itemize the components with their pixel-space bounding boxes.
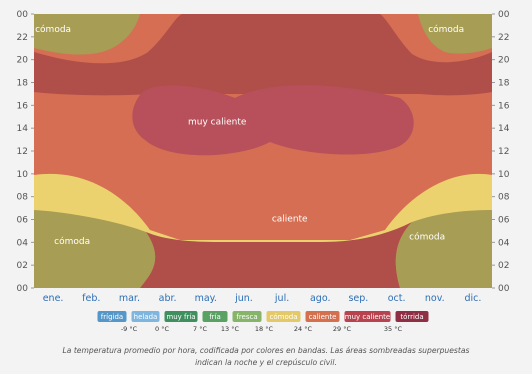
x-tick-label: oct.: [388, 293, 406, 304]
legend-label: helada: [134, 313, 158, 321]
region-night-caliente-bottom: [140, 222, 412, 288]
legend-swatch: [131, 311, 160, 322]
region-label: cómoda: [35, 24, 71, 35]
legend-threshold: 29 °C: [333, 325, 352, 333]
region-muy-caliente: [132, 85, 414, 156]
caption: La temperatura promedio por hora, codifi…: [30, 345, 502, 369]
y-tick-label-left: 00: [17, 284, 29, 294]
x-tick-label: may.: [195, 293, 217, 304]
legend-label: fría: [209, 313, 221, 321]
legend-swatch: [305, 311, 340, 322]
legend-swatch: [202, 311, 228, 322]
x-tick-label: jul.: [274, 293, 289, 304]
legend-threshold: 13 °C: [221, 325, 240, 333]
y-tick-label-right: 08: [498, 193, 510, 203]
region-night-comoda-bottom-left: [34, 210, 156, 288]
plot-area: [34, 14, 492, 288]
y-tick-label-left: 02: [17, 261, 28, 271]
legend-label: tórrida: [400, 313, 423, 321]
y-tick-label-left: 22: [17, 33, 28, 43]
x-tick-label: nov.: [425, 293, 445, 304]
legend-label: fresca: [236, 313, 257, 321]
y-tick-label-right: 04: [498, 238, 510, 248]
x-tick-label: feb.: [82, 293, 100, 304]
legend-label: frígida: [101, 313, 123, 321]
caption-line-1: La temperatura promedio por hora, codifi…: [62, 346, 470, 355]
y-tick-label-right: 12: [498, 147, 509, 157]
legend: frígida helada muy fría fría fresca cómoda cal…: [97, 311, 429, 333]
legend-swatch: [97, 311, 127, 322]
region-night-comoda-bottom-right: [395, 210, 492, 288]
y-axis: 00 00 02 02 04 04 06 06 08 08 10 10 12 12 14 14 16 16 18 18…: [17, 10, 510, 294]
y-tick-label-right: 02: [498, 261, 509, 271]
legend-threshold: 7 °C: [193, 325, 207, 333]
x-tick-label: abr.: [159, 293, 177, 304]
y-tick-label-right: 06: [498, 216, 510, 226]
y-tick-label-right: 22: [498, 33, 509, 43]
legend-swatch: [395, 311, 429, 322]
x-tick-label: jun.: [234, 293, 253, 304]
x-axis: ene. feb. mar. abr. may. jun. jul. ago. sep. oct.…: [43, 293, 482, 304]
y-tick-label-left: 12: [17, 147, 28, 157]
region-labels: cómoda cómoda muy caliente caliente cómoda có…: [35, 24, 464, 247]
x-tick-label: ago.: [310, 293, 331, 304]
region-label: cómoda: [428, 24, 464, 35]
heatmap-regions: [34, 14, 492, 288]
legend-threshold: 24 °C: [294, 325, 313, 333]
y-tick-label-right: 00: [498, 284, 510, 294]
legend-threshold: 18 °C: [255, 325, 274, 333]
region-night-comoda-top-left: [34, 14, 140, 55]
y-tick-label-left: 18: [17, 79, 29, 89]
legend-label: caliente: [309, 313, 337, 321]
x-tick-label: dic.: [464, 293, 481, 304]
legend-label: muy caliente: [345, 313, 390, 321]
y-tick-label-left: 20: [17, 56, 29, 66]
legend-swatch: [164, 311, 198, 322]
region-night-caliente-top: [34, 14, 492, 96]
y-tick-label-right: 14: [498, 124, 510, 134]
y-tick-label-left: 16: [17, 101, 29, 111]
y-tick-label-right: 00: [498, 10, 510, 20]
x-tick-label: ene.: [43, 293, 64, 304]
x-tick-label: sep.: [348, 293, 368, 304]
y-tick-label-left: 04: [17, 238, 29, 248]
region-label: cómoda: [409, 232, 445, 243]
y-tick-label-left: 10: [17, 170, 29, 180]
legend-label: cómoda: [270, 313, 298, 321]
region-label: cómoda: [54, 236, 90, 247]
legend-threshold: 0 °C: [155, 325, 169, 333]
legend-swatch: [344, 311, 391, 322]
temperature-heatmap: 00 00 02 02 04 04 06 06 08 08 10 10 12 12 14 14 16 16 18 18…: [16, 10, 510, 333]
region-label: muy caliente: [188, 117, 247, 127]
legend-swatch: [266, 311, 301, 322]
legend-threshold: 35 °C: [384, 325, 403, 333]
y-tick-label-right: 16: [498, 101, 510, 111]
y-tick-label-left: 14: [17, 124, 29, 134]
y-tick-label-right: 18: [498, 79, 510, 89]
y-tick-label-right: 10: [498, 170, 510, 180]
y-tick-label-right: 20: [498, 56, 510, 66]
legend-swatch: [232, 311, 262, 322]
legend-label: muy fría: [166, 313, 195, 321]
y-tick-label-left: 06: [17, 216, 29, 226]
legend-threshold: -9 °C: [121, 325, 138, 333]
region-label: caliente: [272, 214, 308, 224]
caption-line-2: indican la noche y el crepúsculo civil.: [195, 358, 337, 367]
y-tick-label-left: 00: [17, 10, 29, 20]
region-night-comoda-top-right: [418, 14, 492, 54]
x-tick-label: mar.: [119, 293, 140, 304]
y-tick-label-left: 08: [17, 193, 29, 203]
